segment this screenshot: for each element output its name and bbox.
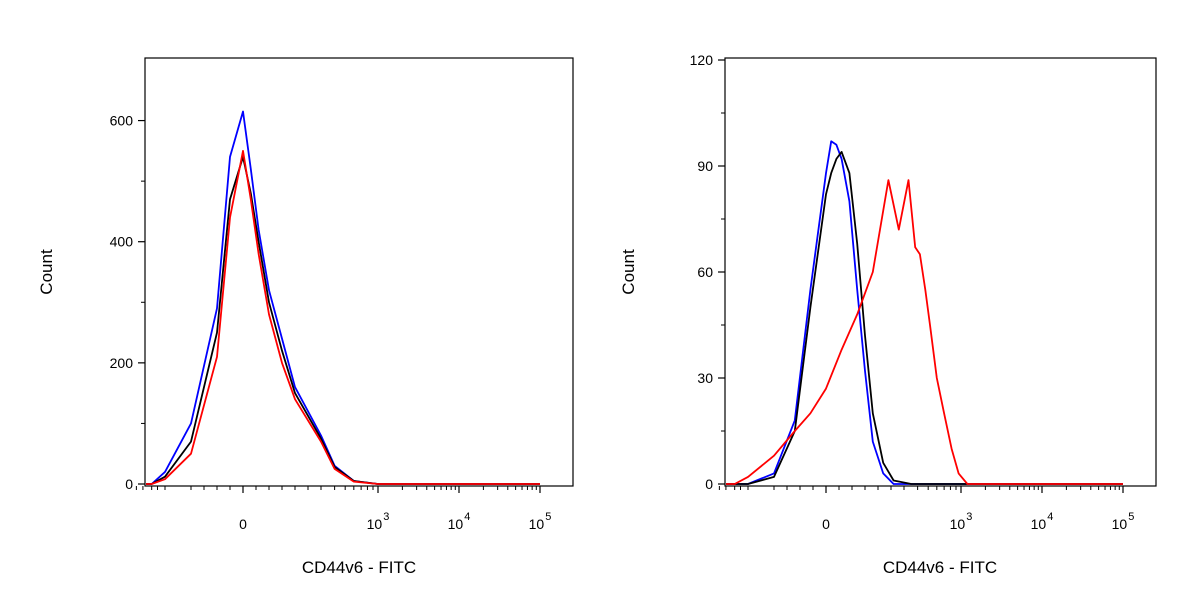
x-tick-label: 104 <box>448 511 471 532</box>
x-tick-label: 103 <box>367 511 390 532</box>
x-axis-title: CD44v6 - FITC <box>302 558 416 577</box>
x-axis: 0 103 104 105 <box>135 486 552 532</box>
histogram-curves <box>726 140 1123 485</box>
y-axis: 0 200 400 600 <box>110 113 145 492</box>
y-tick-label: 30 <box>697 370 713 386</box>
histogram-panel-left: 0 200 400 600 0 103 104 105 CD44v6 - FITC Coun… <box>37 57 574 577</box>
x-tick-label: 105 <box>529 511 552 532</box>
plot-frame <box>144 57 574 487</box>
y-tick-label: 90 <box>697 158 713 174</box>
histogram-panel-right: 0 30 60 90 120 0 103 104 105 CD44v6 - FITC Coun… <box>619 52 1157 577</box>
x-tick-label: 103 <box>950 511 973 532</box>
histogram-series <box>726 151 1123 485</box>
y-tick-label: 400 <box>110 234 134 250</box>
histogram-series <box>726 179 1123 485</box>
x-axis-title: CD44v6 - FITC <box>883 558 997 577</box>
x-axis: 0 103 104 105 <box>718 486 1135 532</box>
y-axis-title: Count <box>619 249 638 295</box>
y-tick-label: 200 <box>110 355 134 371</box>
y-tick-label: 600 <box>110 113 134 129</box>
y-axis-title: Count <box>37 249 56 295</box>
y-tick-label: 120 <box>690 52 714 68</box>
x-tick-label: 104 <box>1031 511 1054 532</box>
x-tick-label: 0 <box>822 516 830 532</box>
x-tick-label: 105 <box>1112 511 1135 532</box>
plot-frame <box>724 57 1157 487</box>
histogram-series <box>146 150 540 485</box>
histogram-series <box>146 110 540 485</box>
y-tick-label: 0 <box>705 476 713 492</box>
y-axis: 0 30 60 90 120 <box>690 52 725 492</box>
y-tick-label: 0 <box>125 476 133 492</box>
histogram-series <box>146 156 540 485</box>
histogram-curves <box>146 110 540 485</box>
x-tick-label: 0 <box>239 516 247 532</box>
y-tick-label: 60 <box>697 264 713 280</box>
histogram-series <box>726 140 1123 485</box>
